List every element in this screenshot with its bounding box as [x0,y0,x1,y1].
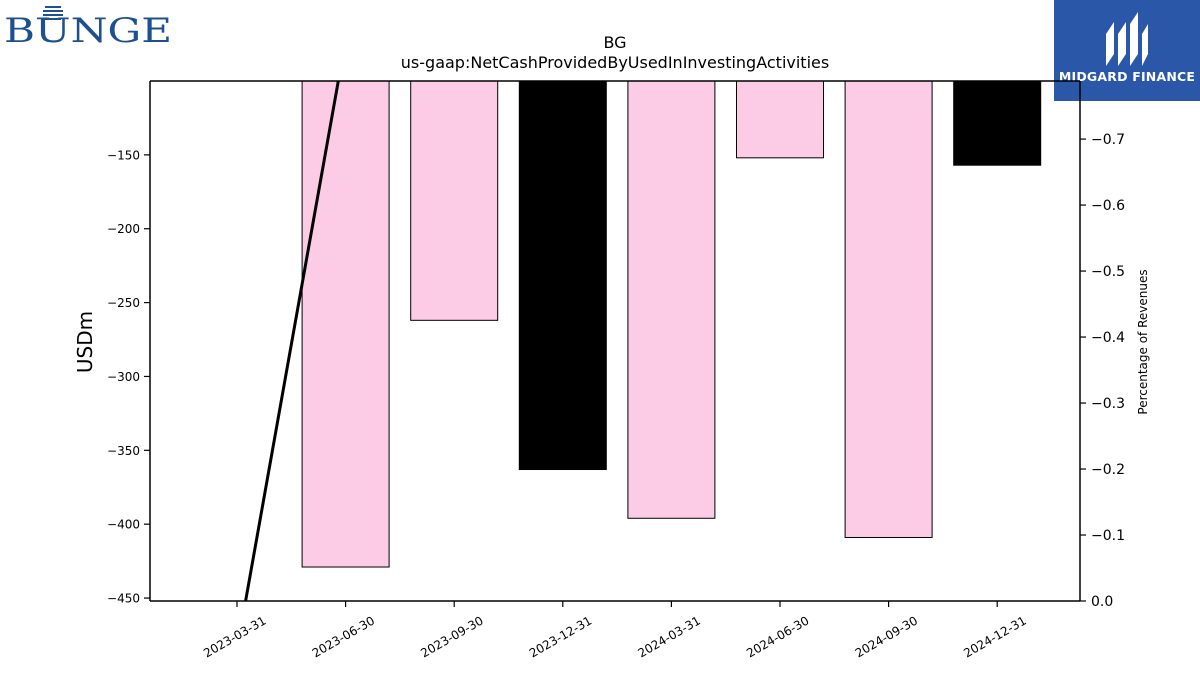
y-tick-label: −250 [107,296,140,310]
x-tick-label: 2024-06-30 [744,613,811,660]
bunge-logo: BUNGE [4,4,176,51]
y2-tick-label: −0.3 [1091,396,1125,412]
bar-2024-06-30 [736,80,824,159]
y2-tick-label: −0.7 [1091,132,1125,148]
x-tick-label: 2024-12-31 [961,613,1028,660]
revenue-percentage-line [244,81,340,601]
x-tick-label: 2024-09-30 [853,613,920,660]
bar-2023-12-31 [518,80,607,471]
y-tick-label: −450 [107,592,140,606]
y-tick-label: −300 [107,370,140,384]
svg-text:BUNGE: BUNGE [4,11,172,46]
y2-axis-label: Percentage of Revenues [1136,269,1150,414]
y2-tick-label: −0.2 [1091,462,1125,478]
midgard-finance-label: MIDGARD FINANCE [1058,69,1196,84]
chart-title: BG [603,33,626,52]
x-tick-label: 2023-12-31 [527,613,594,660]
bar-2023-09-30 [410,80,499,321]
y-tick-label: −200 [107,222,140,236]
y-tick-label: −150 [107,148,140,162]
y-tick-label: −350 [107,444,140,458]
y2-tick-label: 0.0 [1091,594,1113,610]
midgard-finance-logo: MIDGARD FINANCE [1054,0,1200,101]
axes-layer: −150 −200 −250 −300 −350 −400 −450 −0.7 −0.6 −0.5… [107,80,1125,660]
x-tick-label: 2023-09-30 [418,613,485,660]
midgard-emblem-icon [1106,12,1148,66]
y-tick-label: −400 [107,518,140,532]
bar-2024-12-31 [953,80,1042,166]
x-tick-label: 2024-03-31 [635,613,702,660]
y-axis-label: USDm [73,311,97,373]
chart-subtitle: us-gaap:NetCashProvidedByUsedInInvesting… [401,53,829,72]
y2-tick-label: −0.4 [1091,330,1125,346]
y2-tick-label: −0.5 [1091,264,1125,280]
bar-2024-09-30 [844,80,933,538]
x-tick-label: 2023-06-30 [310,613,377,660]
y2-tick-label: −0.1 [1091,528,1125,544]
bar-2023-06-30 [301,80,390,568]
y2-tick-label: −0.6 [1091,198,1125,214]
bar-2024-03-31 [627,80,716,519]
line-layer [244,81,340,601]
x-tick-label: 2023-03-31 [201,613,268,660]
bar-layer [301,80,1042,568]
